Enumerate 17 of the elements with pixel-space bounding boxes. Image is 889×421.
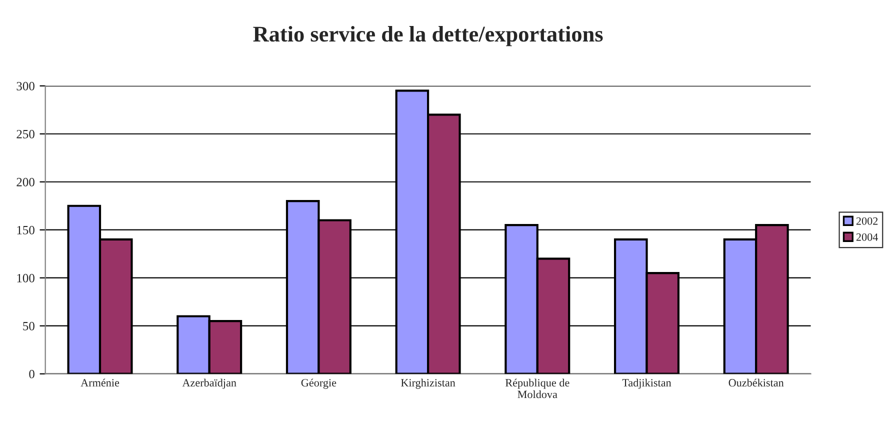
- y-tick-label: 50: [23, 322, 34, 330]
- x-tick-label: République de Moldova: [505, 378, 570, 398]
- x-tick-label: Arménie: [80, 378, 120, 387]
- y-tick-label: 200: [16, 178, 34, 186]
- y-tick-label: 250: [16, 130, 34, 138]
- legend-label: 2002: [856, 217, 878, 225]
- x-tick-label: Azerbaïdjan: [182, 378, 236, 389]
- x-tick-label: Tadjikistan: [622, 378, 672, 389]
- y-tick-label: 150: [17, 226, 34, 234]
- chart-title: Ratio service de la dette/exportations: [253, 26, 603, 46]
- x-tick-label: Ouzbékistan: [728, 378, 784, 387]
- y-tick-label: 100: [17, 274, 34, 282]
- y-tick-label: 300: [16, 82, 34, 90]
- legend-label: 2004: [856, 233, 878, 241]
- y-tick-label: 0: [29, 370, 34, 378]
- x-tick-label: Kirghizistan: [401, 378, 456, 389]
- x-tick-label: Géorgie: [301, 378, 336, 389]
